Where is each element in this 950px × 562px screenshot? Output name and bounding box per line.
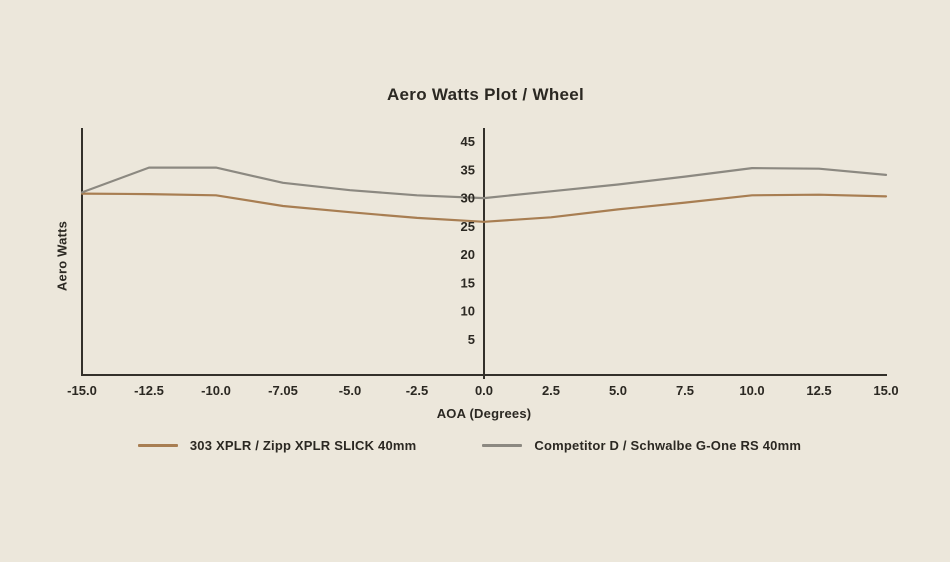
- legend-item-303-xplr: 303 XPLR / Zipp XPLR SLICK 40mm: [137, 438, 417, 453]
- x-axis-label: AOA (Degrees): [436, 406, 532, 421]
- x-tick-label: -10.0: [201, 383, 231, 398]
- legend-label-competitor-d: Competitor D / Schwalbe G-One RS 40mm: [534, 438, 802, 453]
- y-tick-label: 25: [461, 219, 475, 234]
- y-tick-label: 45: [461, 134, 475, 149]
- legend-swatch-competitor-d: [482, 444, 523, 447]
- legend-item-competitor-d: Competitor D / Schwalbe G-One RS 40mm: [482, 438, 801, 453]
- series-line-1: [80, 166, 888, 200]
- chart-title: Aero Watts Plot / Wheel: [386, 85, 585, 104]
- x-tick-label: -15.0: [67, 383, 97, 398]
- x-tick-label: -12.5: [134, 383, 164, 398]
- legend-label-303-xplr: 303 XPLR / Zipp XPLR SLICK 40mm: [189, 438, 417, 453]
- y-tick-label: 30: [461, 191, 475, 206]
- x-tick-label: 15.0: [873, 383, 898, 398]
- x-tick-label: 2.5: [542, 383, 560, 398]
- legend-swatch-303-xplr: [137, 444, 178, 447]
- y-tick-label: 35: [461, 162, 475, 177]
- x-tick-label: 10.0: [739, 383, 764, 398]
- x-tick-label: 0.0: [475, 383, 493, 398]
- y-tick-label: 15: [461, 275, 475, 290]
- x-tick-label: 12.5: [806, 383, 831, 398]
- x-tick-label: 5.0: [609, 383, 627, 398]
- series-line-0: [80, 192, 888, 223]
- x-tick-label: -2.5: [406, 383, 428, 398]
- y-tick-label: 5: [468, 332, 475, 347]
- y-tick-label: 20: [461, 247, 475, 262]
- x-tick-label: -5.0: [339, 383, 361, 398]
- chart-legend: 303 XPLR / Zipp XPLR SLICK 40mm Competit…: [0, 438, 939, 453]
- y-tick-label: 10: [461, 304, 475, 319]
- x-tick-label: 7.5: [676, 383, 694, 398]
- x-tick-label: -7.05: [268, 383, 298, 398]
